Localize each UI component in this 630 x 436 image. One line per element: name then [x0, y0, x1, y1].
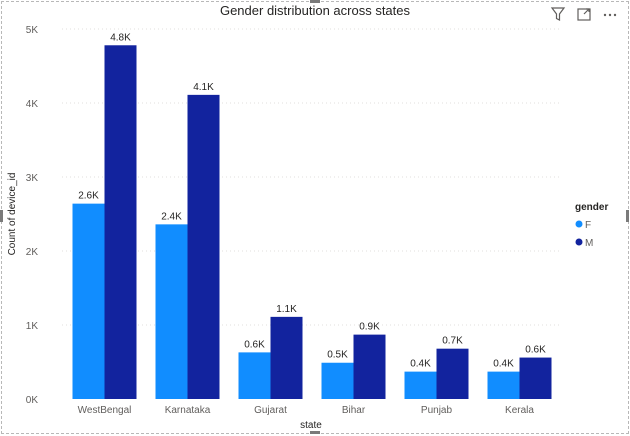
bar [238, 352, 271, 399]
data-label: 0.4K [410, 359, 431, 370]
focus-mode-icon[interactable] [576, 6, 592, 22]
x-tick-label: Punjab [421, 405, 453, 416]
y-tick-label: 3K [26, 173, 39, 184]
more-options-icon[interactable] [602, 6, 618, 22]
bar [270, 316, 303, 399]
bar [519, 357, 552, 399]
legend-label: F [585, 220, 591, 231]
bar [436, 348, 469, 399]
resize-handle-top[interactable] [310, 0, 320, 3]
y-tick-label: 1K [26, 321, 39, 332]
data-label: 1.1K [276, 304, 297, 315]
bar [353, 334, 386, 399]
bar [187, 94, 220, 400]
y-tick-label: 2K [26, 247, 39, 258]
data-label: 2.6K [78, 191, 99, 202]
y-tick-label: 0K [26, 395, 39, 406]
bar [321, 362, 354, 399]
bar [155, 224, 188, 399]
y-tick-label: 5K [26, 25, 39, 36]
filter-icon[interactable] [550, 6, 566, 22]
data-label: 0.7K [442, 336, 463, 347]
y-tick-label: 4K [26, 99, 39, 110]
bar [72, 203, 105, 399]
resize-handle-left[interactable] [0, 210, 3, 222]
bar [104, 45, 137, 399]
x-tick-label: Gujarat [254, 405, 287, 416]
legend-title: gender [575, 202, 608, 213]
data-label: 4.1K [193, 82, 214, 93]
data-label: 0.9K [359, 322, 380, 333]
x-tick-label: WestBengal [78, 405, 132, 416]
data-label: 2.4K [161, 211, 182, 222]
x-tick-label: Karnataka [165, 405, 211, 416]
visual-header-icons [550, 6, 618, 22]
resize-handle-bottom[interactable] [310, 431, 320, 434]
resize-handle-right[interactable] [626, 210, 629, 222]
bar [487, 371, 520, 399]
legend-label: M [585, 238, 593, 249]
data-label: 0.5K [327, 350, 348, 361]
y-axis-title: Count of device_id [7, 173, 18, 256]
x-tick-label: Bihar [342, 405, 366, 416]
data-label: 4.8K [110, 32, 131, 43]
bar [404, 371, 437, 399]
legend-marker [575, 220, 583, 228]
data-label: 0.6K [525, 345, 546, 356]
data-label: 0.6K [244, 339, 265, 350]
x-tick-label: Kerala [505, 405, 534, 416]
x-axis-title: state [300, 420, 322, 431]
legend-marker [575, 238, 583, 246]
data-label: 0.4K [493, 359, 514, 370]
chart-title: Gender distribution across states [219, 3, 411, 18]
